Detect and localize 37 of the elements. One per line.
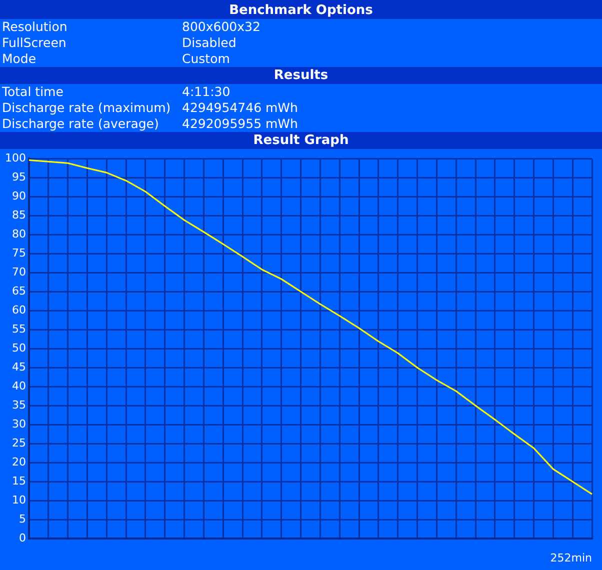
y-tick-label: 70 (12, 265, 26, 278)
y-tick-label: 30 (12, 417, 26, 430)
text: 4294954746 mWh (182, 100, 298, 116)
text: 4292095955 mWh (182, 116, 298, 132)
y-tick-label: 40 (12, 379, 26, 392)
chart-title: Result Graph (0, 132, 602, 149)
y-tick-label: 10 (12, 493, 26, 506)
text: 800x600x32 (182, 19, 260, 35)
y-tick-label: 35 (12, 398, 26, 412)
y-tick-label: 60 (12, 303, 26, 316)
y-tick-label: 45 (12, 360, 26, 374)
y-tick-label: 20 (12, 455, 26, 468)
y-tick-label: 95 (12, 170, 26, 184)
y-tick-label: 50 (12, 341, 26, 354)
text: Resolution (2, 19, 68, 35)
y-tick-label: 5 (18, 512, 26, 526)
x-axis-title: 252min (550, 551, 592, 564)
text: Benchmark Options (0, 2, 602, 19)
text: Discharge rate (average) (2, 116, 160, 132)
text: 4:11:30 (182, 84, 230, 100)
y-tick-label: 0 (18, 531, 26, 544)
y-tick-label: 85 (12, 208, 26, 222)
text: Discharge rate (maximum) (2, 100, 172, 116)
y-tick-label: 65 (12, 284, 26, 298)
text: Results (0, 67, 602, 84)
y-tick-label: 80 (12, 227, 26, 240)
y-tick-label: 15 (12, 474, 26, 488)
text: Total time (2, 84, 64, 100)
text: Mode (2, 51, 38, 67)
y-tick-label: 75 (12, 246, 26, 260)
y-tick-label: 55 (12, 322, 26, 336)
y-tick-label: 90 (12, 189, 26, 202)
y-tick-label: 100 (4, 151, 26, 164)
text: Custom (182, 51, 230, 67)
y-tick-label: 25 (12, 436, 26, 450)
text: FullScreen (2, 35, 68, 51)
text: Disabled (182, 35, 236, 51)
